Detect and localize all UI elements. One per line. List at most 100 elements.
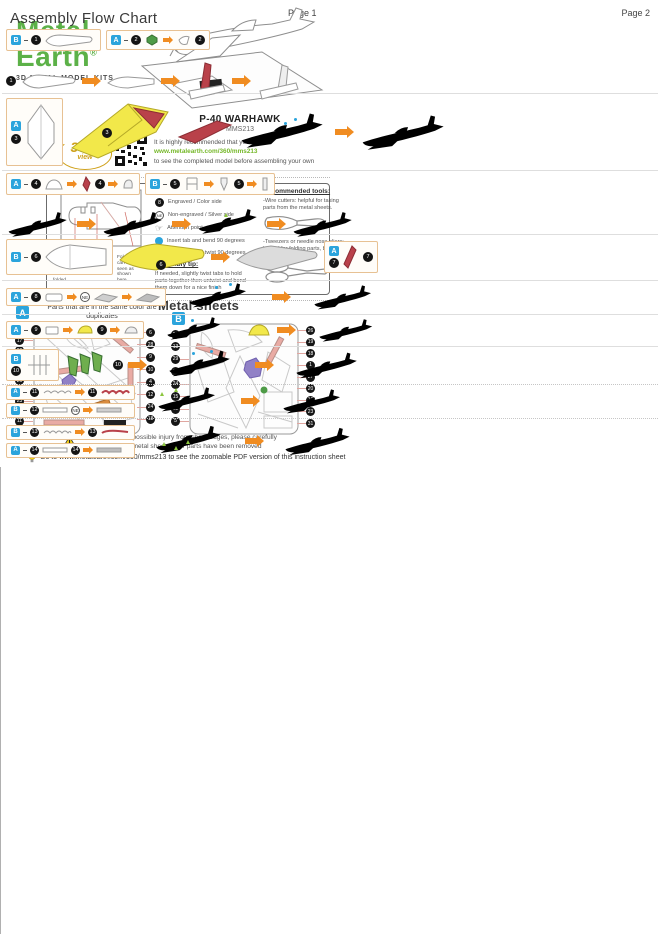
arrow-icon: [77, 217, 96, 230]
footer-text: Go to www.metalearth.com/360/mms213 to s…: [40, 454, 346, 461]
legend-label: Non-engraved / Silver side: [168, 212, 234, 219]
sheet-badge: A: [329, 246, 339, 256]
plane-sketch: [269, 424, 369, 458]
part-callout: 18: [137, 414, 155, 424]
part-callout: 20: [297, 384, 315, 394]
twist-tab-icon: [224, 213, 228, 217]
step-inset: A 7 7: [324, 241, 378, 273]
plane-step: [149, 314, 241, 347]
arrow-icon: [272, 291, 291, 303]
part-number: 9: [97, 325, 107, 335]
part-sketch-green: [146, 34, 158, 46]
plane-sketch: [359, 110, 451, 154]
bend-tab-icon: [294, 117, 297, 121]
recommendation-line-1: It is highly recommended that you visit: [154, 139, 263, 146]
twist-tab-icon: [160, 391, 164, 396]
part-sketch-gray: [96, 407, 122, 413]
arrow-icon: [255, 359, 274, 371]
arrow-icon: [245, 435, 264, 447]
arrow-icon: [247, 180, 257, 188]
part-number: 9: [31, 325, 41, 335]
bend-tab-icon: [191, 318, 194, 322]
assembly-sketch: [22, 74, 76, 89]
plane-sketch: [140, 384, 236, 414]
arrow-icon: [82, 75, 101, 87]
page-1-label: Page 1: [288, 8, 317, 18]
step-inset: A 8 NE: [6, 288, 166, 306]
row-separator: [2, 314, 658, 315]
part-sketch: [220, 177, 228, 192]
arrow-icon: [108, 180, 118, 188]
step-inset: B 13 13: [6, 424, 135, 440]
connector: [24, 256, 28, 258]
sheet-badge: B: [11, 252, 21, 262]
part-number: 14: [30, 445, 39, 455]
part-sketch: [43, 390, 72, 394]
arrow-icon: [161, 75, 180, 87]
bend-tab-icon: [192, 351, 195, 355]
model-caption: P-40 WARHAWK MMS213: [150, 114, 330, 133]
part-number: 11: [30, 387, 39, 397]
bend-tab-icon: [229, 282, 232, 286]
connector: [23, 409, 27, 411]
arrow-icon: [63, 326, 73, 334]
canopy-sketch-yellow: [248, 324, 270, 336]
step-inset: A 3: [6, 98, 63, 166]
part-sketch-red: [101, 390, 130, 395]
part-sketch: [45, 326, 59, 334]
fuselage-part: 6: [118, 238, 206, 277]
part-number: 3: [11, 133, 21, 144]
part-number: 10: [11, 366, 21, 376]
arrow-icon: [122, 293, 132, 301]
arrow-icon: [172, 217, 191, 230]
connector: [24, 183, 28, 185]
connector: [23, 391, 27, 393]
recommendation-line-2: to see the completed model before assemb…: [154, 157, 315, 165]
part-number: 10: [113, 360, 123, 370]
bend-tab-icon: [155, 237, 163, 245]
connector: [124, 39, 128, 41]
twist-tab-icon: [174, 445, 178, 450]
part-number: 1: [6, 76, 16, 86]
bend-tab-icon: [210, 349, 213, 353]
connector: [163, 183, 167, 185]
sheet-badge: B: [11, 35, 21, 45]
arrow-icon: [67, 293, 77, 301]
arrow-icon: [67, 180, 77, 188]
part-callout: 12: [171, 404, 189, 414]
step-inset: B 6: [6, 239, 113, 275]
arrow-icon: [83, 406, 93, 414]
sheet-badge: B: [150, 179, 160, 189]
model-name: P-40 WARHAWK: [199, 114, 281, 125]
warning-line-1: In order to avoid possible injury from s…: [83, 434, 277, 441]
non-engraved-icon: NE: [71, 405, 80, 415]
part-number: 3: [102, 127, 112, 138]
part-sketch: [42, 407, 68, 413]
legend-label: Engraved / Color side: [168, 199, 222, 206]
part-sketch: [124, 326, 138, 334]
step-inset: A 14 14: [6, 442, 135, 458]
bend-tab-icon: [215, 285, 218, 289]
part-number: 4: [95, 179, 105, 189]
part-sketch-red: [177, 120, 233, 144]
part-callout: 24: [137, 402, 155, 412]
exhaust-frame-sketch: [28, 355, 50, 375]
sheet-badge: A: [11, 325, 21, 335]
part-callout: 12: [137, 390, 155, 400]
row-separator: [2, 280, 658, 281]
plane-sketch: [291, 208, 357, 240]
arrow-icon: [241, 395, 260, 407]
sheet-badge: A: [11, 292, 21, 302]
part-sketch: [262, 177, 268, 191]
part-callout: 27: [297, 372, 315, 382]
step-inset: B 10: [6, 349, 59, 381]
part-number: 14: [71, 445, 80, 455]
part-number: 6: [31, 252, 41, 262]
plane-sketch: [279, 349, 377, 381]
part-sketch: [45, 179, 63, 190]
part-callout: 17: [15, 336, 33, 346]
part-callout: 29: [171, 354, 189, 364]
part-callout: 28: [137, 340, 155, 350]
connector: [23, 449, 27, 451]
inset-stack: B 13 13 A 14 14: [6, 424, 135, 458]
